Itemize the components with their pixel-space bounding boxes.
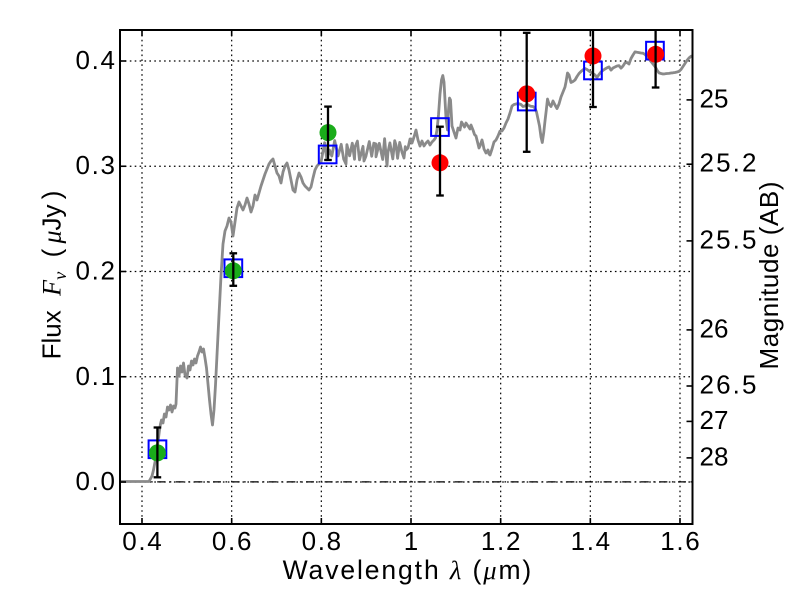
svg-text:1.6: 1.6 xyxy=(660,526,700,556)
svg-text:25.2: 25.2 xyxy=(700,148,757,178)
svg-text:27: 27 xyxy=(700,405,729,435)
svg-text:0.8: 0.8 xyxy=(302,526,342,556)
svg-text:0.6: 0.6 xyxy=(212,526,251,556)
svg-text:26: 26 xyxy=(700,313,729,343)
svg-text:0.0: 0.0 xyxy=(76,466,116,496)
svg-text:0.2: 0.2 xyxy=(76,256,116,286)
svg-text:1.4: 1.4 xyxy=(571,526,611,556)
svg-text:0.1: 0.1 xyxy=(76,361,116,391)
svg-text:0.3: 0.3 xyxy=(76,150,116,180)
svg-text:26.5: 26.5 xyxy=(700,370,757,400)
svg-text:Wavelength λ (μm): Wavelength λ (μm) xyxy=(283,555,534,585)
svg-text:Magnitude (AB): Magnitude (AB) xyxy=(754,182,784,370)
svg-text:25: 25 xyxy=(700,83,729,113)
svg-text:25.5: 25.5 xyxy=(700,224,757,254)
svg-text:0.4: 0.4 xyxy=(122,526,162,556)
svg-text:1: 1 xyxy=(404,526,418,556)
svg-text:1.2: 1.2 xyxy=(481,526,521,556)
svg-text:0.4: 0.4 xyxy=(76,45,116,75)
svg-text:28: 28 xyxy=(700,441,729,471)
